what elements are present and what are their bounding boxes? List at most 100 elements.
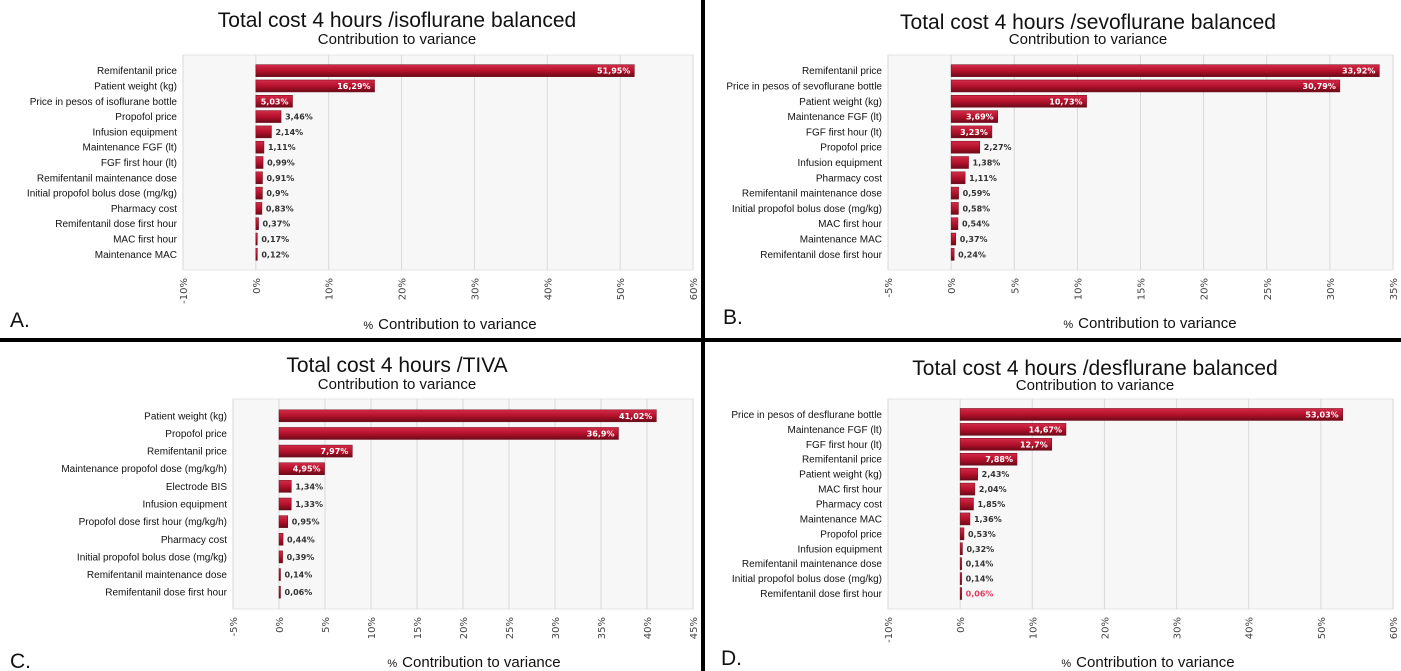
panel-letter-c: C. — [10, 650, 31, 671]
category-label-layer: Remifentanil price Patient weight (kg) Pri… — [27, 66, 178, 261]
category-label: Initial propofol bolus dose (mg/kg) — [77, 552, 227, 563]
bar — [278, 515, 288, 528]
bar — [950, 64, 1380, 77]
x-tick-label: 20% — [1100, 617, 1111, 639]
bar — [255, 110, 282, 123]
value-label: 16,29% — [337, 82, 370, 91]
x-axis-label: Contribution to variance — [1076, 654, 1234, 671]
chart-panel-a: Total cost 4 hours /isoflurane balanced … — [0, 0, 700, 336]
category-label: Remifentanil dose first hour — [760, 250, 882, 261]
category-label-layer: Remifentanil price Price in pesos of sevo… — [726, 66, 882, 261]
chart-svg-d: Total cost 4 hours /desflurane balanced … — [721, 357, 1400, 671]
chart-title: Total cost 4 hours /TIVA — [286, 354, 507, 377]
value-label: 0,06% — [966, 590, 994, 599]
x-tick-label: 30% — [470, 278, 481, 300]
x-tick-label: -5% — [884, 278, 895, 297]
bar — [959, 452, 1018, 466]
bar — [278, 533, 284, 546]
value-label: 0,44% — [287, 535, 315, 544]
bar — [950, 217, 959, 230]
value-label: 1,34% — [295, 482, 323, 491]
x-axis-label: Contribution to variance — [378, 316, 536, 333]
x-tick-label: 30% — [1326, 278, 1337, 300]
bar — [959, 572, 962, 585]
bar — [255, 248, 258, 261]
bar-layer: 33,92% 30,79% 10,73% 3,69% 3,23% 2,27% 1,38% 1,… — [950, 64, 1380, 261]
category-label: Initial propofol bolus dose (mg/kg) — [732, 204, 882, 215]
value-label: 0,06% — [285, 588, 313, 597]
category-label: Remifentanil maintenance dose — [742, 559, 883, 570]
category-label: Remifentanil dose first hour — [760, 589, 882, 600]
x-tick-label: 0% — [956, 617, 967, 633]
x-axis-title: % Contribution to variance — [1061, 654, 1234, 671]
bar — [278, 462, 325, 475]
value-label: 1,36% — [974, 515, 1002, 524]
value-label: 1,85% — [977, 500, 1005, 509]
bar — [255, 79, 375, 93]
x-tick-label: 10% — [1028, 617, 1039, 639]
value-label: 0,14% — [966, 575, 994, 584]
bar — [959, 497, 974, 511]
category-label: Remifentanil maintenance dose — [742, 189, 883, 200]
bar — [950, 232, 957, 246]
value-label: 0,54% — [962, 220, 990, 229]
value-label: 7,97% — [321, 447, 349, 456]
bar — [950, 171, 966, 185]
category-label: FGF first hour (lt) — [806, 440, 882, 451]
bar — [959, 557, 962, 570]
category-label: Remifentanil maintenance dose — [37, 173, 178, 184]
x-axis-percent-sign: % — [1061, 658, 1071, 670]
category-label: Maintenance MAC — [800, 514, 882, 525]
bar — [278, 550, 283, 564]
bar — [950, 110, 998, 123]
chart-svg-b: Total cost 4 hours /sevoflurane balanced… — [723, 11, 1400, 332]
bar — [950, 202, 959, 215]
x-axis-label: Contribution to variance — [1078, 315, 1236, 332]
bar — [255, 125, 272, 139]
value-label: 14,67% — [1029, 425, 1062, 434]
bar — [950, 248, 955, 261]
chart-subtitle: Contribution to variance — [318, 31, 476, 48]
value-label: 33,92% — [1342, 67, 1375, 76]
category-label: Initial propofol bolus dose (mg/kg) — [732, 574, 882, 585]
x-tick-label: 30% — [551, 617, 562, 639]
category-label: Propofol price — [820, 143, 882, 154]
bar — [255, 202, 263, 215]
bar — [255, 186, 263, 200]
category-label-layer: Price in pesos of desflurane bottle Maint… — [731, 410, 882, 600]
bar — [278, 480, 292, 493]
category-label: Maintenance FGF (lt) — [83, 143, 177, 154]
value-label: 0,37% — [960, 235, 988, 244]
bar — [950, 186, 959, 200]
bar — [959, 438, 1053, 451]
panel-letter-a: A. — [10, 309, 30, 332]
x-tick-label: 5% — [1010, 278, 1021, 294]
chart-subtitle: Contribution to variance — [1009, 31, 1167, 48]
x-tick-label: 40% — [643, 617, 654, 639]
bar — [959, 587, 962, 600]
x-tick-label: 25% — [505, 617, 516, 639]
bar — [278, 568, 281, 581]
chart-subtitle: Contribution to variance — [1016, 377, 1174, 394]
bar — [255, 64, 635, 77]
bar — [255, 140, 265, 154]
bar — [278, 444, 353, 458]
x-tick-label: 35% — [1389, 278, 1400, 300]
bar — [959, 512, 971, 526]
x-axis-percent-sign: % — [387, 658, 397, 670]
value-label: 41,02% — [619, 412, 652, 421]
value-label: 2,43% — [982, 470, 1010, 479]
bar-layer: 51,95% 16,29% 5,03% 3,46% 2,14% 1,11% 0,99% 0,9… — [255, 64, 635, 261]
tick-label-layer: -5% 0% 5% 10% 15% 20% 25% 30% 35% — [884, 278, 1400, 300]
category-label: Price in pesos of desflurane bottle — [731, 410, 882, 421]
panel-letter-b: B. — [723, 306, 743, 329]
bar — [959, 423, 1067, 436]
chart-panel-d: Total cost 4 hours /desflurane balanced … — [705, 343, 1401, 671]
x-tick-label: 0% — [252, 278, 263, 294]
value-label: 4,95% — [293, 465, 321, 474]
category-label: Remifentanil price — [802, 455, 882, 466]
category-label: Price in pesos of sevoflurane bottle — [726, 81, 882, 92]
x-tick-label: 20% — [398, 278, 409, 300]
value-label: 2,14% — [275, 128, 303, 137]
value-label: 51,95% — [597, 67, 630, 76]
